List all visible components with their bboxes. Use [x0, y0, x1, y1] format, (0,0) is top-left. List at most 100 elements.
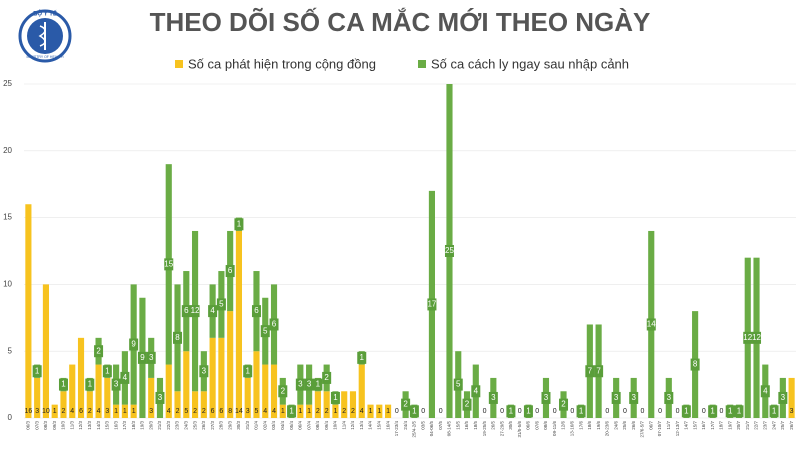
x-tick-label: 24/3 [183, 421, 188, 430]
x-tick-label: 20/7 [736, 421, 741, 430]
x-tick-label: 15/5 [455, 421, 460, 430]
value-label-box [181, 305, 191, 318]
x-tick-label: 12/6 [561, 421, 566, 430]
bar-segment [42, 284, 50, 418]
value-label-box [295, 378, 305, 391]
value-label: 5 [263, 326, 268, 335]
value-label: 1 [316, 380, 321, 389]
value-label: 3 [491, 393, 496, 402]
value-label: 1 [307, 408, 311, 415]
value-label-box [743, 331, 753, 344]
value-label: 0 [570, 408, 574, 415]
x-tick-label: 19/6 [596, 421, 601, 430]
bar-segment [367, 404, 374, 418]
value-label: 25 [445, 246, 454, 255]
bar-segment [376, 404, 383, 418]
value-label: 4 [272, 408, 276, 415]
value-label-box [313, 378, 323, 391]
value-label: 6 [254, 306, 259, 315]
value-label-box [760, 385, 770, 398]
value-label-box [427, 298, 437, 311]
value-label: 0 [500, 408, 504, 415]
value-label: 2 [316, 408, 320, 415]
bar-segment [77, 337, 85, 418]
value-label: 0 [483, 408, 487, 415]
x-tick-label: 11/4 [341, 421, 346, 430]
x-tick-label: 08-14/5 [447, 421, 452, 437]
value-label-box [690, 358, 700, 371]
y-tick-label: 15 [3, 213, 12, 222]
legend-swatch [418, 60, 426, 68]
x-tick-label: 06/3 [26, 421, 31, 430]
bar-segment [191, 391, 199, 418]
value-label-box [462, 398, 472, 411]
x-tick-label: 26/3 [201, 421, 206, 430]
value-label: 8 [228, 408, 232, 415]
value-label-box [137, 351, 147, 364]
x-tick-label: 07/4 [306, 421, 311, 430]
value-label: 4 [210, 306, 215, 315]
value-label: 0 [605, 408, 609, 415]
bar-segment [227, 311, 234, 418]
value-label: 16 [24, 408, 32, 415]
x-tick-label: 13/3 [87, 421, 92, 430]
value-label-box [190, 305, 200, 318]
x-tick-label: 20-23/6 [605, 421, 610, 437]
value-label-box [778, 391, 788, 404]
value-label-box [58, 378, 68, 391]
x-tick-label: 15/3 [105, 421, 110, 430]
value-label: 5 [255, 408, 259, 415]
x-tick-label: 01/4 [254, 421, 259, 430]
bar-segment [165, 364, 172, 418]
x-tick-label: 27-29/5 [499, 421, 504, 437]
value-label: 6 [272, 320, 277, 329]
value-label-box [330, 391, 340, 404]
bar-segment [121, 404, 128, 418]
value-label: 0 [702, 408, 706, 415]
value-label-box [708, 405, 718, 418]
value-label-box [576, 405, 586, 418]
value-label-box [594, 365, 604, 378]
value-label: 1 [114, 408, 118, 415]
x-tick-label: 06/7 [648, 421, 653, 430]
bar-segment [95, 364, 102, 418]
value-label-box [216, 298, 226, 311]
value-label: 4 [360, 408, 364, 415]
value-label: 1 [132, 408, 136, 415]
value-label-box [664, 391, 674, 404]
value-label: 1 [737, 406, 742, 415]
value-label-box [409, 405, 419, 418]
value-label: 3 [307, 380, 312, 389]
value-label: 6 [184, 306, 189, 315]
value-label: 3 [202, 366, 207, 375]
value-label-box [585, 365, 595, 378]
value-label-box [287, 405, 297, 418]
value-label: 5 [456, 380, 461, 389]
x-tick-label: 19/3 [140, 421, 145, 430]
x-tick-label: 14/7 [684, 421, 689, 430]
value-label-box [111, 378, 121, 391]
value-label: 0 [658, 408, 662, 415]
value-label-box [629, 391, 639, 404]
value-label-box [322, 371, 332, 384]
value-label-box [453, 378, 463, 391]
x-tick-label: 07/3 [34, 421, 39, 430]
value-label: 6 [228, 266, 233, 275]
x-tick-label: 06/4 [298, 421, 303, 430]
value-label: 9 [140, 353, 145, 362]
value-label: 7 [596, 366, 601, 375]
x-tick-label: 18/3 [131, 421, 136, 430]
value-label: 1 [35, 366, 40, 375]
value-label: 3 [246, 408, 250, 415]
x-tick-label: 27/6-5/7 [640, 421, 645, 438]
x-tick-label: 25/7 [780, 421, 785, 430]
value-label: 3 [114, 380, 119, 389]
x-tick-label: 26/7 [789, 421, 794, 430]
value-label: 1 [53, 408, 57, 415]
value-label-box [32, 365, 42, 378]
value-label: 1 [579, 406, 584, 415]
bar-segment [25, 204, 32, 418]
bar-segment [34, 377, 41, 418]
value-label: 0 [518, 408, 522, 415]
x-tick-label: 16/5 [464, 421, 469, 430]
